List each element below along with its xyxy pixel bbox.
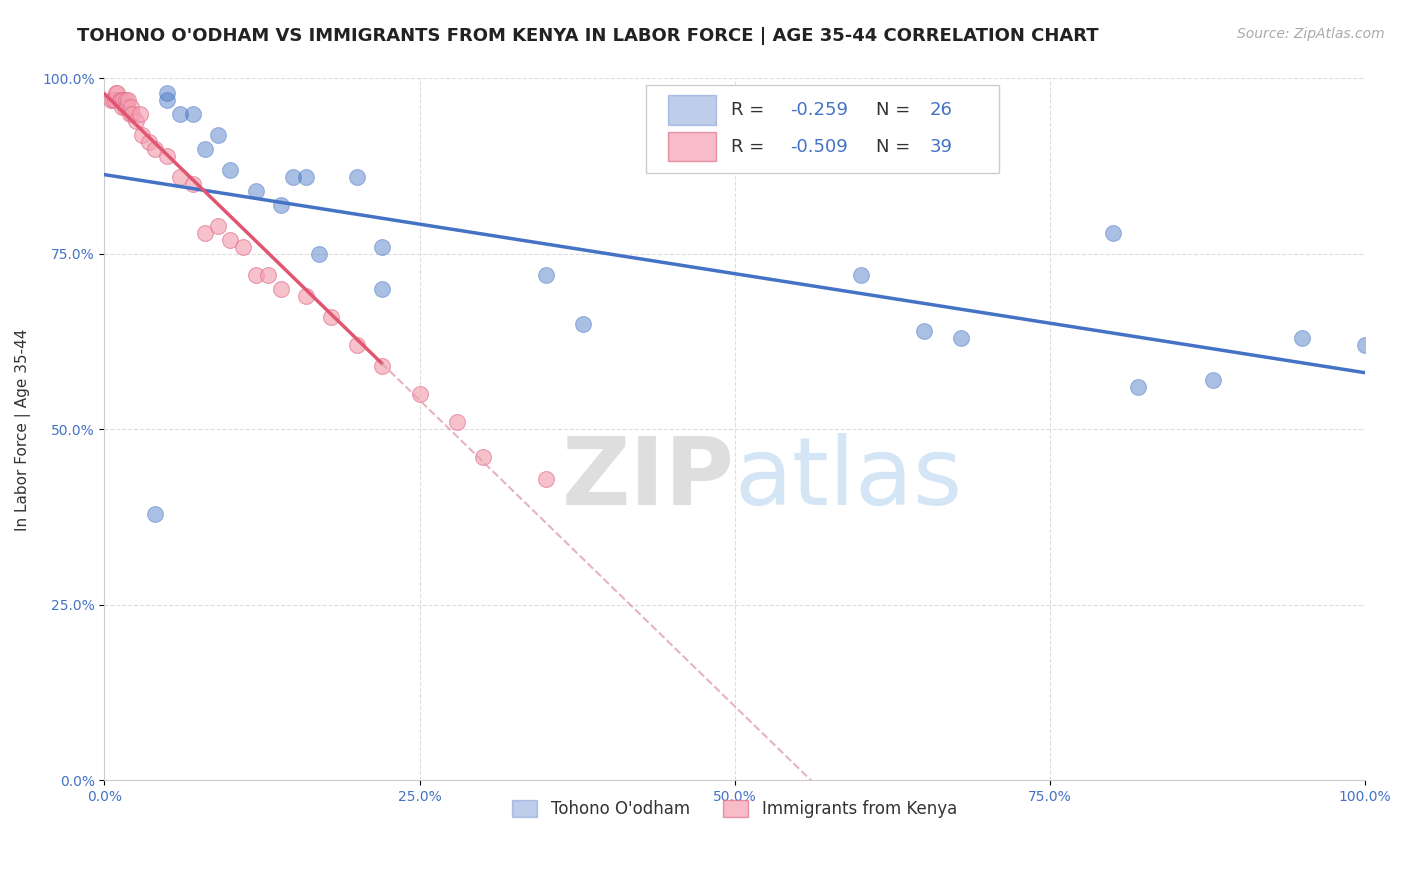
Point (128, 106, 150, 120)
FancyBboxPatch shape (668, 95, 716, 125)
Point (207, 128, 229, 142)
Point (1101, 226, 1123, 240)
Point (370, 359, 392, 374)
Text: TOHONO O'ODHAM VS IMMIGRANTS FROM KENYA IN LABOR FORCE | AGE 35-44 CORRELATION C: TOHONO O'ODHAM VS IMMIGRANTS FROM KENYA … (77, 27, 1099, 45)
Point (181, 177, 204, 191)
Point (370, 240, 392, 254)
Point (194, 226, 217, 240)
Text: Source: ZipAtlas.com: Source: ZipAtlas.com (1237, 27, 1385, 41)
Point (156, 93, 179, 107)
Point (295, 169, 318, 184)
Point (471, 450, 494, 465)
Point (117, 93, 139, 107)
Point (245, 268, 267, 282)
Point (115, 99, 138, 113)
Point (346, 338, 368, 352)
Point (169, 169, 191, 184)
Text: 39: 39 (929, 137, 953, 155)
Point (131, 128, 153, 142)
Point (346, 169, 368, 184)
Point (950, 331, 973, 345)
Text: -0.259: -0.259 (790, 101, 848, 119)
Point (143, 507, 166, 521)
Y-axis label: In Labor Force | Age 35-44: In Labor Force | Age 35-44 (15, 328, 31, 531)
Text: N =: N = (876, 137, 915, 155)
Point (207, 219, 229, 233)
Point (110, 93, 132, 107)
Point (219, 162, 242, 177)
Point (534, 471, 557, 485)
Point (118, 106, 141, 120)
Point (849, 268, 872, 282)
Point (156, 149, 179, 163)
Point (572, 317, 595, 331)
Point (181, 106, 204, 120)
Text: ZIP: ZIP (562, 433, 734, 524)
Point (120, 99, 142, 113)
Text: R =: R = (731, 137, 770, 155)
Point (112, 93, 135, 107)
Point (114, 99, 136, 113)
Point (245, 184, 267, 198)
Point (103, 93, 125, 107)
Point (125, 113, 148, 128)
Point (169, 106, 191, 120)
Point (283, 169, 305, 184)
Point (104, 86, 127, 100)
Point (1291, 331, 1313, 345)
Point (138, 135, 160, 149)
Point (1126, 380, 1149, 394)
Point (100, 93, 122, 107)
FancyBboxPatch shape (647, 86, 1000, 173)
Point (257, 268, 280, 282)
Text: N =: N = (876, 101, 915, 119)
Point (115, 93, 138, 107)
Point (270, 198, 292, 212)
Text: -0.509: -0.509 (790, 137, 848, 155)
Point (232, 240, 254, 254)
Point (194, 142, 217, 156)
Point (1354, 338, 1376, 352)
Point (108, 93, 131, 107)
Point (143, 142, 166, 156)
Point (103, 93, 125, 107)
Point (111, 99, 134, 113)
Point (534, 268, 557, 282)
Point (1202, 373, 1225, 387)
Point (156, 86, 179, 100)
FancyBboxPatch shape (668, 132, 716, 161)
Point (408, 387, 430, 401)
Legend: Tohono O'odham, Immigrants from Kenya: Tohono O'odham, Immigrants from Kenya (506, 793, 963, 824)
Point (219, 233, 242, 247)
Point (370, 282, 392, 296)
Point (321, 310, 343, 324)
Point (446, 416, 468, 430)
Point (295, 289, 318, 303)
Point (270, 282, 292, 296)
Point (912, 324, 935, 338)
Point (105, 86, 128, 100)
Point (121, 106, 143, 120)
Text: atlas: atlas (734, 433, 963, 524)
Text: R =: R = (731, 101, 770, 119)
Text: 26: 26 (929, 101, 953, 119)
Point (308, 247, 330, 261)
